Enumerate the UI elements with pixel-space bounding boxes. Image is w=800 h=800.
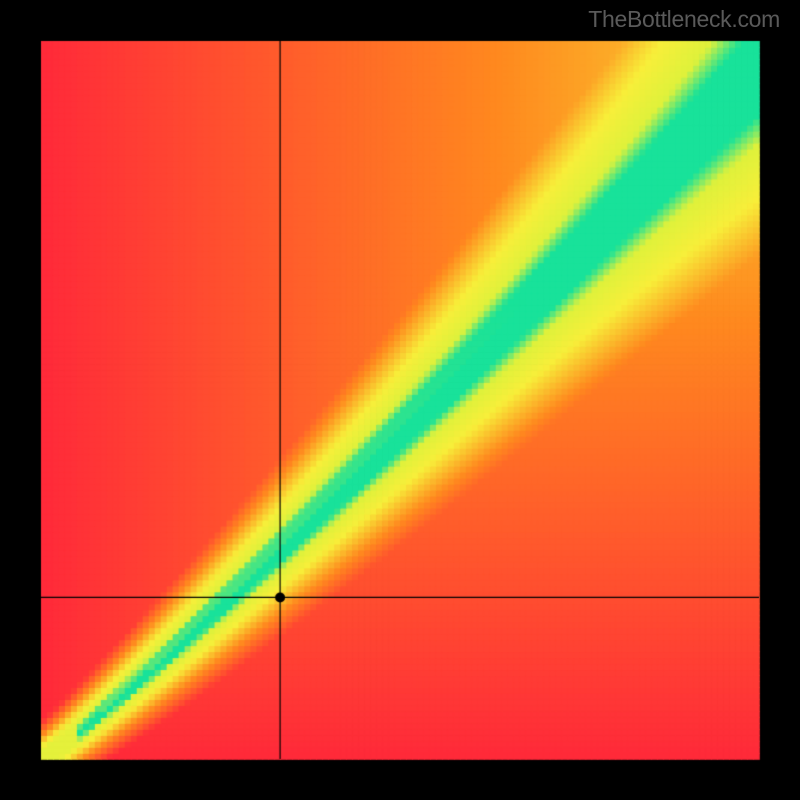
chart-container: TheBottleneck.com [0, 0, 800, 800]
watermark-text: TheBottleneck.com [588, 6, 780, 33]
heatmap-canvas [0, 0, 800, 800]
